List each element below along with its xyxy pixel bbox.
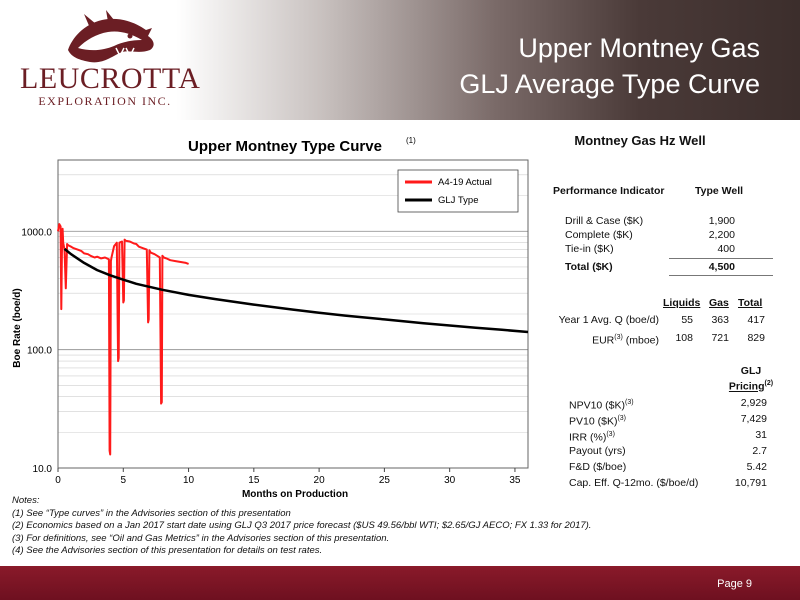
total-header: Total xyxy=(738,297,763,309)
pricing-header-text: Pricing xyxy=(728,380,765,393)
x-tick-label: 5 xyxy=(120,475,126,486)
econ-row-value: 31 xyxy=(755,429,767,441)
chart-legend: A4-19 Actual GLJ Type xyxy=(397,169,519,213)
y-tick-label: 1000.0 xyxy=(21,227,52,238)
cost-value: 1,900 xyxy=(708,215,735,227)
eur-footnote: (3) xyxy=(614,334,623,341)
pricing-header: Pricing(2) xyxy=(721,377,781,393)
note-item: (3) For definitions, see “Oil and Gas Me… xyxy=(12,532,390,544)
econ-label-text: Payout (yrs) xyxy=(569,445,626,457)
logo-name: LEUCROTTA xyxy=(20,62,201,95)
chart-series xyxy=(57,223,529,456)
gas-header: Gas xyxy=(709,297,729,309)
note-item: (2) Economics based on a Jan 2017 start … xyxy=(12,520,592,531)
econ-label-text: NPV10 ($K) xyxy=(569,399,626,412)
x-axis-label: Months on Production xyxy=(242,489,348,500)
econ-row-value: 5.42 xyxy=(746,461,767,473)
liquids-header: Liquids xyxy=(663,297,701,309)
x-tick-label: 30 xyxy=(444,475,456,486)
econ-label-text: Cap. Eff. Q-12mo. ($/boe/d) xyxy=(569,477,699,489)
page-number: Page 9 xyxy=(717,578,752,590)
prod-liquids: 108 xyxy=(675,332,693,344)
eur-label: EUR xyxy=(592,334,615,347)
prod-total: 417 xyxy=(747,314,765,326)
note-item: (1) See “Type curves” in the Advisories … xyxy=(12,507,291,519)
econ-row-value: 2,929 xyxy=(740,397,767,409)
econ-label-footnote: (3) xyxy=(617,415,627,422)
panel-title: Montney Gas Hz Well xyxy=(574,133,706,148)
econ-row-value: 2.7 xyxy=(752,445,767,457)
total-label: Total ($K) xyxy=(565,261,613,273)
glj-header: GLJ xyxy=(740,365,762,377)
x-tick-label: 0 xyxy=(55,475,61,486)
series-line-actual xyxy=(57,223,189,456)
prod-gas: 721 xyxy=(711,332,729,344)
pricing-footnote: (2) xyxy=(764,380,774,387)
x-tick-label: 15 xyxy=(248,475,260,486)
eur-unit: (mboe) xyxy=(622,334,659,347)
leucrotta-logo-icon xyxy=(68,10,154,63)
prod-gas: 363 xyxy=(711,314,729,326)
y-axis-label: Boe Rate (boe/d) xyxy=(12,288,23,367)
legend-label-actual: A4-19 Actual xyxy=(438,177,492,188)
econ-row-label: NPV10 ($K)(3) xyxy=(569,396,634,412)
header-banner: LEUCROTTA EXPLORATION INC. Upper Montney… xyxy=(0,0,800,120)
chart-axes: 0 5 10 15 20 25 30 35 10.0 100.0 1000.0 xyxy=(21,159,529,486)
legend-label-type: GLJ Type xyxy=(438,195,479,206)
y-tick-label: 100.0 xyxy=(27,346,52,357)
perf-indicator-header: Performance Indicator xyxy=(553,185,665,197)
total-rule-top xyxy=(669,258,773,259)
prod-row-label: EUR(3) (mboe) xyxy=(535,331,659,347)
econ-row-label: PV10 ($K)(3) xyxy=(569,412,627,428)
econ-label-footnote: (3) xyxy=(625,399,634,406)
logo-subtitle: EXPLORATION INC. xyxy=(38,94,172,108)
chart-title-footnote: (1) xyxy=(406,136,416,145)
x-tick-label: 20 xyxy=(314,475,326,486)
prod-row-label: Year 1 Avg. Q (boe/d) xyxy=(558,314,659,326)
slide-title: Upper Montney Gas GLJ Average Type Curve xyxy=(459,30,760,102)
x-tick-label: 25 xyxy=(379,475,391,486)
x-tick-label: 10 xyxy=(183,475,195,486)
type-well-header: Type Well xyxy=(695,185,744,197)
footnotes: Notes: (1) See “Type curves” in the Advi… xyxy=(12,495,772,558)
y-tick-label: 10.0 xyxy=(33,464,53,475)
economics-panel: Montney Gas Hz Well Performance Indicato… xyxy=(535,128,795,498)
prod-total: 829 xyxy=(747,332,765,344)
plot-frame xyxy=(57,159,529,469)
econ-row-value: 10,791 xyxy=(734,477,767,489)
total-value: 4,500 xyxy=(708,261,735,273)
cost-label: Complete ($K) xyxy=(565,229,633,241)
cost-label: Tie-in ($K) xyxy=(565,243,614,255)
chart-title: Upper Montney Type Curve xyxy=(188,138,382,155)
x-tick-label: 35 xyxy=(509,475,521,486)
cost-label: Drill & Case ($K) xyxy=(565,215,644,227)
series-line-type xyxy=(63,247,529,334)
econ-label-text: PV10 ($K) xyxy=(569,415,618,428)
prod-liquids: 55 xyxy=(681,314,693,326)
econ-label-text: F&D ($/boe) xyxy=(569,461,627,473)
econ-label-footnote: (3) xyxy=(606,431,615,438)
econ-row-label: F&D ($/boe) xyxy=(569,460,626,474)
footer-bar: Page 9 xyxy=(0,566,800,600)
econ-row-value: 7,429 xyxy=(740,413,767,425)
slide-title-line-2: GLJ Average Type Curve xyxy=(459,69,760,99)
note-item: (4) See the Advisories section of this p… xyxy=(12,545,323,556)
cost-value: 2,200 xyxy=(708,229,735,241)
type-curve-chart: Upper Montney Type Curve (1) 0 5 10 15 20 25 3… xyxy=(12,136,529,500)
econ-row-label: IRR (%)(3) xyxy=(569,428,615,444)
econ-label-text: IRR (%) xyxy=(569,431,607,444)
econ-row-label: Payout (yrs) xyxy=(569,444,626,458)
cost-value: 400 xyxy=(717,243,735,255)
notes-heading: Notes: xyxy=(12,495,40,506)
total-rule-bottom xyxy=(669,275,773,276)
slide-title-line-1: Upper Montney Gas xyxy=(518,33,760,63)
econ-row-label: Cap. Eff. Q-12mo. ($/boe/d) xyxy=(569,476,698,490)
